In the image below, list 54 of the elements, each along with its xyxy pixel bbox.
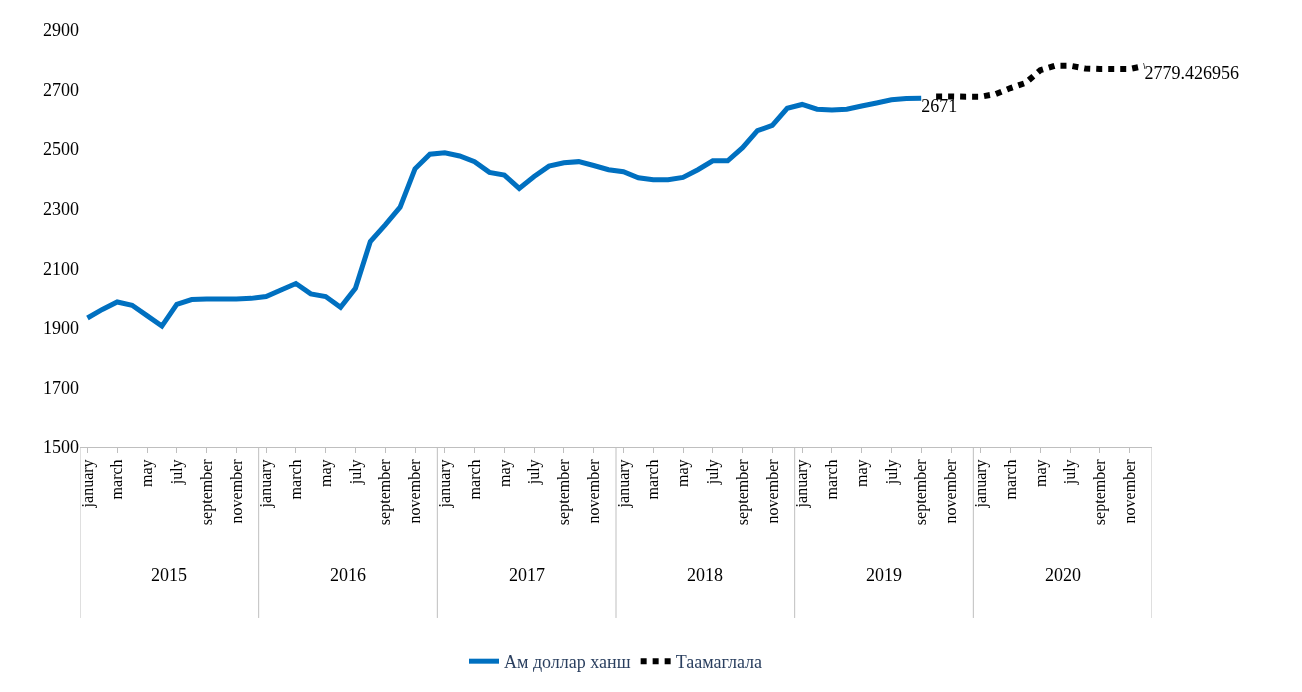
legend-label: Ам доллар ханш [504, 652, 631, 673]
x-tick-label: november [584, 458, 602, 524]
x-tick-label: september [376, 458, 395, 526]
x-tick-label: july [1061, 459, 1080, 486]
x-tick-label: january [614, 459, 633, 509]
x-tick-label: september [1091, 458, 1110, 526]
x-tick-label: march [644, 459, 662, 500]
x-tick-label: january [257, 459, 276, 509]
x-tick-label: november [227, 458, 245, 524]
x-tick-label: march [1001, 459, 1019, 500]
text: 2017 [509, 565, 545, 585]
legend-label: Таамаглала [675, 652, 763, 673]
x-tick-label: september [733, 458, 752, 526]
x-tick-label: november [406, 458, 424, 524]
data-label: 2671 [921, 95, 958, 116]
y-tick-label: 2900 [43, 20, 79, 41]
x-tick-label: november [763, 458, 781, 524]
x-tick-label: july [882, 459, 901, 486]
x-tick-label: march [823, 459, 841, 500]
y-tick-label: 1500 [43, 437, 79, 458]
text: 2015 [151, 565, 187, 585]
x-tick-label: may [495, 459, 514, 487]
x-tick-label: september [555, 458, 574, 526]
x-tick-label: september [912, 458, 931, 526]
y-tick-label: 1700 [43, 377, 79, 398]
x-tick-label: september [197, 458, 216, 526]
y-tick-label: 2300 [43, 199, 79, 220]
x-tick-label: march [287, 459, 305, 500]
x-tick-label: may [138, 459, 157, 487]
x-tick-label: january [435, 459, 454, 509]
text: 2018 [687, 565, 723, 585]
x-tick-label: january [793, 459, 812, 509]
x-tick-label: may [316, 459, 335, 487]
x-tick-label: march [108, 459, 126, 500]
text: 2020 [1045, 565, 1081, 585]
x-tick-label: july [525, 459, 544, 486]
y-tick-label: 2500 [43, 139, 79, 160]
x-tick-label: may [1031, 459, 1050, 487]
data-label: 2779.426956 [1144, 63, 1240, 84]
y-tick-label: 2100 [43, 258, 79, 279]
x-tick-label: november [942, 458, 960, 524]
y-tick-label: 1900 [43, 318, 79, 339]
text: 2016 [330, 565, 366, 585]
x-tick-label: may [852, 459, 871, 487]
x-tick-label: november [1120, 458, 1138, 524]
x-tick-label: january [971, 459, 990, 509]
x-tick-label: may [674, 459, 693, 487]
x-tick-label: march [465, 459, 483, 500]
text: 2019 [866, 565, 902, 585]
x-tick-label: july [167, 459, 186, 486]
y-tick-label: 2700 [43, 79, 79, 100]
x-tick-label: july [703, 459, 722, 486]
x-tick-label: january [78, 459, 97, 509]
x-tick-label: july [346, 459, 365, 486]
